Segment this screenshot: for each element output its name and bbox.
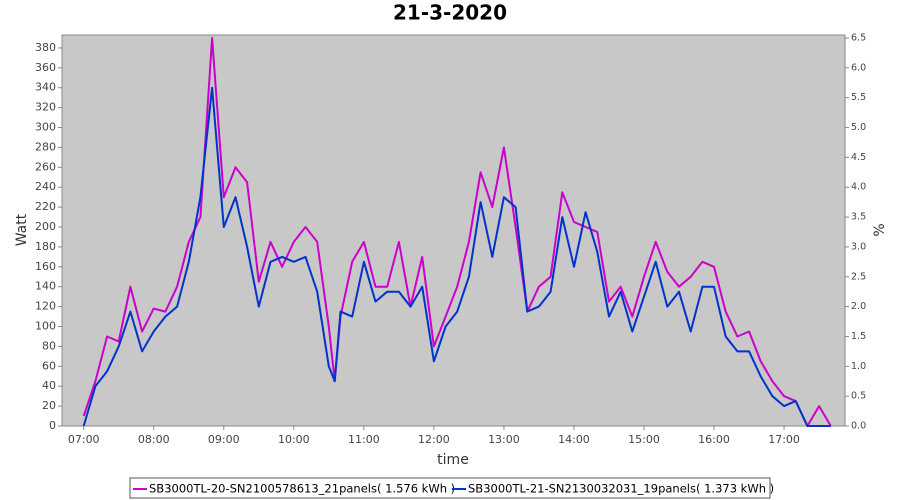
y-tick-label: 120 <box>35 300 56 313</box>
legend <box>129 477 771 499</box>
y-tick-label: 20 <box>42 399 56 412</box>
chart-title: 21-3-2020 <box>393 1 507 25</box>
x-axis-label: time <box>437 452 469 468</box>
y2-tick-label: 6.5 <box>851 32 866 43</box>
y-tick-label: 140 <box>35 280 56 293</box>
y2-tick-label: 3.5 <box>851 212 866 223</box>
y2-tick-label: 0.0 <box>851 421 866 432</box>
y2-tick-label: 4.5 <box>851 152 866 163</box>
x-tick-label: 14:00 <box>558 433 590 446</box>
y-tick-label: 360 <box>35 61 56 74</box>
y-tick-label: 80 <box>42 339 56 352</box>
y2-tick-label: 3.0 <box>851 241 866 252</box>
y-tick-label: 0 <box>49 419 56 432</box>
y2-tick-label: 6.0 <box>851 62 866 73</box>
y-tick-label: 40 <box>42 379 56 392</box>
y2-axis-label: % <box>872 223 888 236</box>
y2-tick-label: 2.5 <box>851 271 866 282</box>
plot-area <box>61 34 846 427</box>
y-tick-label: 240 <box>35 180 56 193</box>
y-tick-label: 340 <box>35 81 56 94</box>
y-tick-label: 100 <box>35 320 56 333</box>
legend-label: SB3000TL-21-SN2130032031_19panels( 1.373… <box>468 482 774 496</box>
y-tick-label: 280 <box>35 140 56 153</box>
x-tick-label: 11:00 <box>348 433 380 446</box>
y-tick-label: 160 <box>35 260 56 273</box>
series-line <box>82 86 831 427</box>
y2-tick-label: 5.5 <box>851 92 866 103</box>
x-tick-label: 13:00 <box>488 433 520 446</box>
x-tick-label: 16:00 <box>698 433 730 446</box>
x-tick-label: 07:00 <box>68 433 100 446</box>
series-line <box>82 37 832 427</box>
y2-tick-label: 1.0 <box>851 361 866 372</box>
y2-tick-label: 2.0 <box>851 301 866 312</box>
y-tick-label: 320 <box>35 101 56 114</box>
x-tick-label: 17:00 <box>768 433 800 446</box>
y-tick-label: 180 <box>35 240 56 253</box>
y2-tick-label: 5.0 <box>851 122 866 133</box>
x-tick-label: 08:00 <box>138 433 170 446</box>
legend-label: SB3000TL-20-SN2100578613_21panels( 1.576… <box>149 482 455 496</box>
y-tick-label: 260 <box>35 160 56 173</box>
x-tick-label: 12:00 <box>418 433 450 446</box>
x-tick-label: 10:00 <box>278 433 310 446</box>
y-tick-label: 380 <box>35 41 56 54</box>
y2-tick-label: 1.5 <box>851 331 866 342</box>
y-tick-label: 200 <box>35 220 56 233</box>
y2-tick-label: 0.5 <box>851 391 866 402</box>
x-tick-label: 09:00 <box>208 433 240 446</box>
x-tick-label: 15:00 <box>628 433 660 446</box>
y-tick-label: 60 <box>42 359 56 372</box>
y-tick-label: 300 <box>35 121 56 134</box>
y2-tick-label: 4.0 <box>851 182 866 193</box>
y-tick-label: 220 <box>35 200 56 213</box>
y-axis-label: Watt <box>14 213 30 246</box>
